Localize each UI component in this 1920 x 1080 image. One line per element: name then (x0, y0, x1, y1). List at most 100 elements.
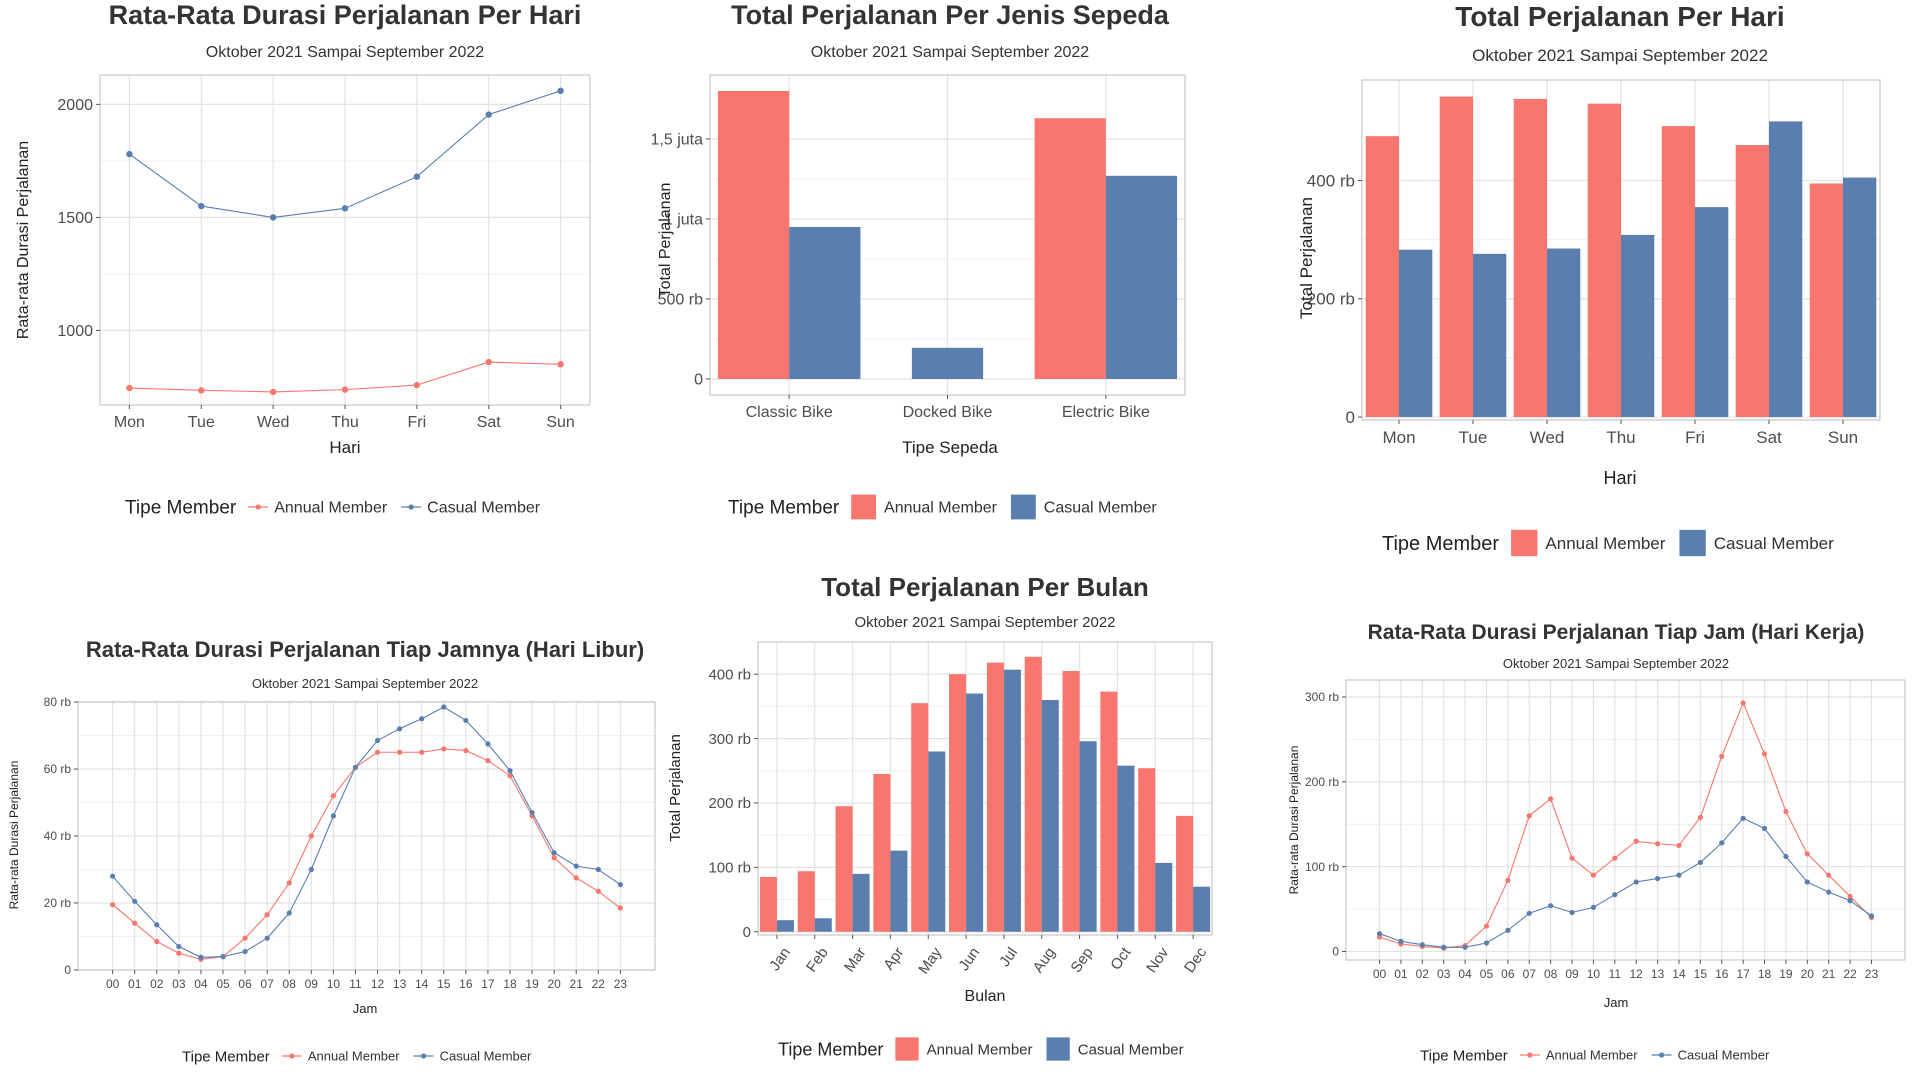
chart-title: Total Perjalanan Per Jenis Sepeda (731, 0, 1170, 30)
x-tick-label: 19 (525, 977, 539, 991)
y-tick-label: 400 rb (708, 666, 751, 683)
legend-swatch-point (1527, 1052, 1533, 1058)
point-casual-member (595, 866, 601, 873)
legend-label: Casual Member (440, 1049, 532, 1064)
x-axis-label: Tipe Sepeda (902, 438, 998, 457)
point-casual-member (374, 737, 381, 744)
y-tick-label: 300 rb (708, 731, 751, 748)
point-annual-member (1505, 877, 1511, 883)
x-axis-label: Jam (353, 1001, 378, 1016)
line-casual-member (112, 706, 621, 958)
point-annual-member (1719, 753, 1725, 759)
y-tick-label: 0 (64, 963, 71, 977)
point-annual-member (1483, 923, 1490, 929)
chart-avg-duration-per-hour-weekend: Rata-Rata Durasi Perjalanan Tiap Jamnya … (0, 540, 656, 1080)
x-tick-label: 18 (503, 977, 517, 991)
y-tick-label: 500 rb (658, 292, 703, 309)
bar-annual-member (759, 877, 777, 932)
point-annual-member (176, 950, 182, 956)
x-tick-label: Thu (331, 414, 359, 431)
point-annual-member (441, 746, 447, 752)
bar-casual-member (776, 920, 794, 932)
y-axis-label: Total Perjalanan (667, 734, 684, 842)
x-tick-label: 08 (1544, 967, 1558, 981)
x-tick-label: Nov (1143, 944, 1173, 976)
point-casual-member (1761, 825, 1768, 832)
bar-annual-member (1735, 145, 1769, 418)
bar-annual-member (835, 806, 853, 932)
x-tick-label: Mar (841, 944, 870, 975)
chart-avg-duration-per-day: Rata-Rata Durasi Perjalanan Per Hari Okto… (0, 0, 640, 540)
point-casual-member (1826, 889, 1832, 895)
chart-title: Rata-Rata Durasi Perjalanan Tiap Jam (Ha… (1368, 621, 1865, 644)
bar-annual-member (1138, 768, 1156, 932)
chart-total-trips-per-day: Total Perjalanan Per Hari Oktober 2021 Sa… (1280, 0, 1920, 557)
point-annual-member (1697, 814, 1703, 821)
x-axis-label: Hari (1603, 468, 1636, 488)
bar-annual-member (1661, 126, 1695, 418)
x-tick-label: 07 (1523, 967, 1537, 981)
x-tick-label: 23 (1865, 967, 1879, 981)
line-casual-member (1379, 817, 1872, 948)
y-tick-label: 20 rb (44, 896, 72, 910)
point-annual-member (198, 387, 205, 394)
chart-svg: Total Perjalanan Per Bulan Oktober 2021 S… (667, 572, 1213, 1061)
point-casual-member (220, 954, 226, 960)
bar-casual-member (1155, 862, 1173, 932)
y-tick-label: 0 (1332, 945, 1339, 959)
point-casual-member (242, 948, 248, 955)
legend-label: Casual Member (427, 500, 541, 517)
x-axis-label: Bulan (965, 988, 1006, 1005)
x-tick-label: 23 (614, 977, 628, 991)
point-annual-member (1847, 893, 1853, 899)
x-tick-label: Jul (996, 944, 1021, 969)
point-casual-member (154, 922, 160, 928)
x-tick-label: 09 (305, 977, 319, 991)
x-tick-label: Jun (955, 944, 983, 974)
x-tick-label: Tue (188, 414, 215, 431)
legend-label: Annual Member (1546, 1048, 1638, 1063)
point-annual-member (595, 888, 601, 894)
point-annual-member (1654, 841, 1661, 847)
chart-title: Total Perjalanan Per Bulan (821, 572, 1149, 602)
chart-svg: Total Perjalanan Per Jenis Sepeda Oktober… (651, 0, 1186, 520)
x-tick-label: 06 (238, 977, 252, 991)
legend-title: Tipe Member (728, 498, 840, 519)
x-tick-label: Oct (1107, 944, 1135, 974)
bar-casual-member (1769, 121, 1803, 418)
x-tick-label: 13 (1651, 967, 1665, 981)
point-casual-member (110, 873, 116, 879)
point-casual-member (1633, 879, 1639, 885)
chart-svg: Rata-Rata Durasi Perjalanan Per Hari Okto… (15, 0, 591, 519)
point-casual-member (551, 850, 557, 856)
point-casual-member (1590, 904, 1597, 910)
y-tick-label: 300 rb (1305, 690, 1339, 704)
chart-title: Rata-Rata Durasi Perjalanan Per Hari (109, 0, 582, 30)
point-annual-member (126, 384, 133, 392)
x-tick-label: 14 (1672, 967, 1686, 981)
point-casual-member (1441, 944, 1447, 950)
bar-casual-member (1621, 234, 1655, 418)
point-casual-member (1783, 853, 1789, 860)
x-tick-label: 12 (1630, 967, 1644, 981)
point-annual-member (132, 920, 138, 926)
point-casual-member (1548, 903, 1554, 909)
point-casual-member (1398, 938, 1404, 944)
point-annual-member (1804, 851, 1810, 857)
point-casual-member (1740, 815, 1746, 821)
point-annual-member (1740, 700, 1746, 706)
bar-annual-member (949, 674, 967, 932)
legend-label: Casual Member (1714, 534, 1834, 553)
point-annual-member (1590, 872, 1597, 878)
x-tick-label: 21 (570, 977, 584, 991)
point-casual-member (308, 866, 314, 873)
y-tick-label: 100 rb (1305, 860, 1339, 874)
bar-annual-member (717, 91, 790, 379)
bar-annual-member (1365, 136, 1399, 418)
x-tick-label: Thu (1606, 428, 1635, 447)
x-tick-label: 19 (1779, 967, 1793, 981)
legend-swatch-point (1658, 1052, 1665, 1058)
chart-subtitle: Oktober 2021 Sampai September 2022 (811, 44, 1090, 61)
point-annual-member (308, 833, 314, 839)
point-annual-member (419, 749, 425, 755)
